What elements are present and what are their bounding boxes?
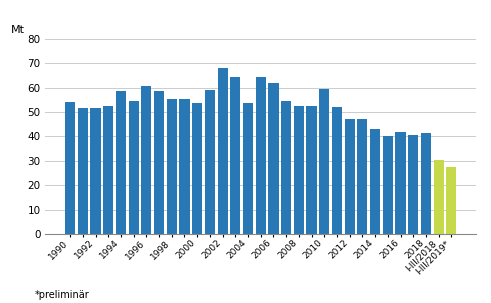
Bar bbox=[345, 119, 355, 234]
Bar bbox=[141, 86, 151, 234]
Bar bbox=[421, 133, 431, 234]
Bar bbox=[294, 106, 304, 234]
Bar bbox=[357, 119, 367, 234]
Bar bbox=[370, 129, 380, 234]
Text: Mt: Mt bbox=[11, 25, 25, 35]
Bar bbox=[179, 98, 190, 234]
Bar bbox=[446, 167, 457, 234]
Bar bbox=[395, 132, 406, 234]
Bar bbox=[306, 106, 317, 234]
Bar bbox=[319, 89, 329, 234]
Bar bbox=[129, 101, 139, 234]
Bar bbox=[434, 160, 444, 234]
Bar bbox=[116, 91, 126, 234]
Bar bbox=[192, 104, 202, 234]
Bar bbox=[230, 77, 241, 234]
Bar bbox=[218, 68, 228, 234]
Bar bbox=[281, 101, 291, 234]
Bar bbox=[408, 135, 418, 234]
Bar bbox=[243, 104, 253, 234]
Text: *preliminär: *preliminär bbox=[34, 290, 89, 300]
Bar bbox=[78, 108, 88, 234]
Bar bbox=[382, 136, 393, 234]
Bar bbox=[103, 106, 113, 234]
Bar bbox=[65, 102, 75, 234]
Bar bbox=[90, 108, 101, 234]
Bar bbox=[205, 90, 215, 234]
Bar bbox=[256, 77, 266, 234]
Bar bbox=[166, 98, 177, 234]
Bar bbox=[269, 83, 278, 234]
Bar bbox=[154, 91, 164, 234]
Bar bbox=[332, 107, 342, 234]
